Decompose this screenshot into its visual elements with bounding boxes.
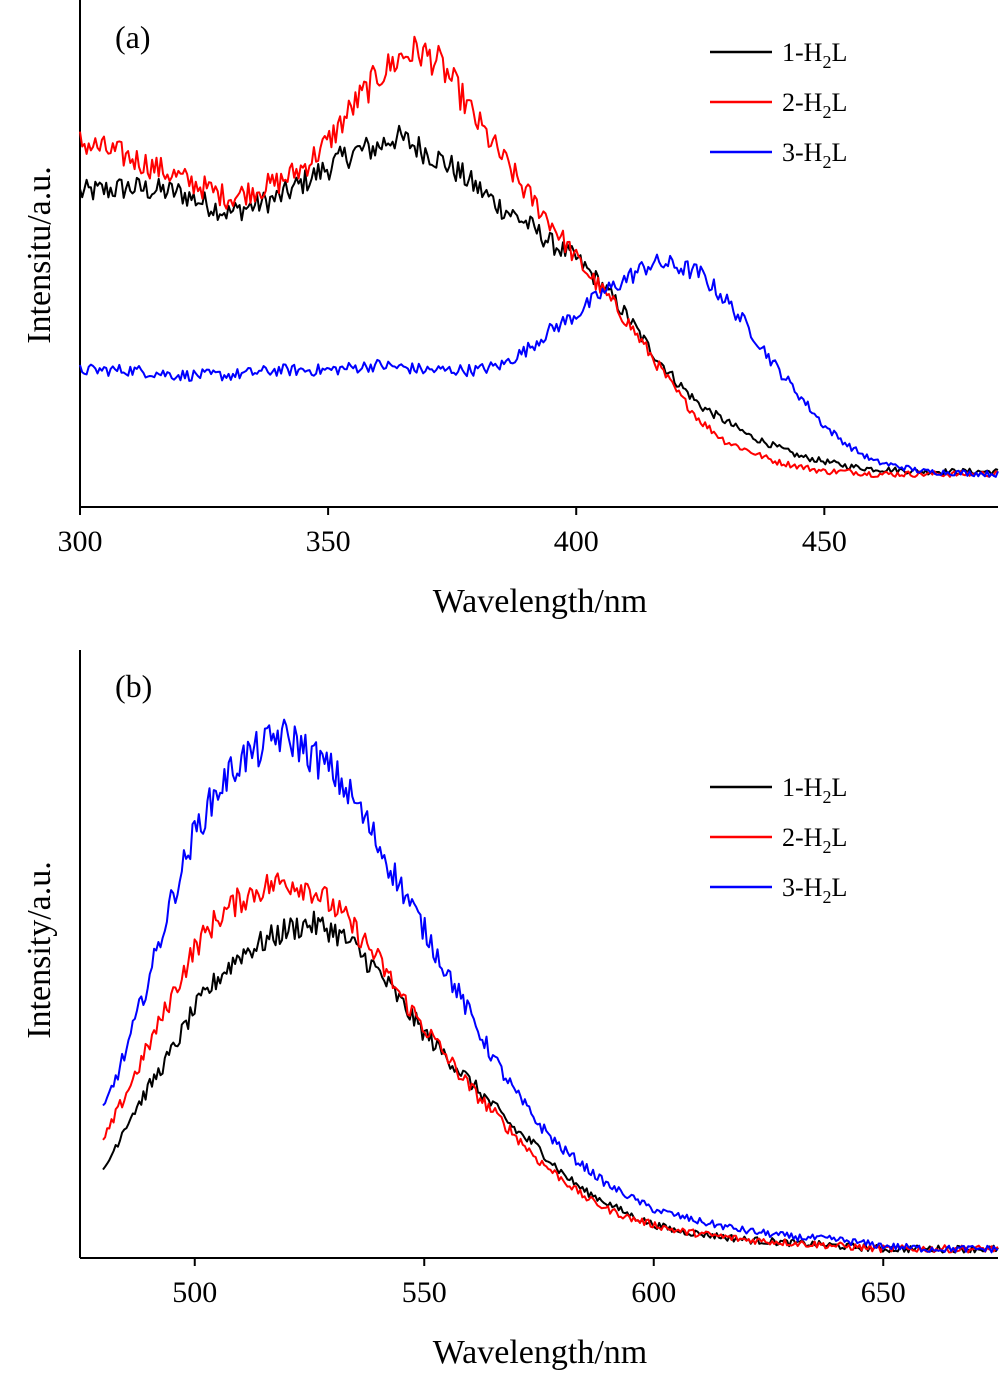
series-line-b-3	[102, 718, 999, 1254]
x-tick-label-a: 350	[306, 525, 351, 558]
legend-label-a-2: 2-H2L	[782, 88, 847, 122]
series-line-a-3	[79, 253, 999, 478]
x-axis-label-a: Wavelength/nm	[433, 583, 647, 620]
x-tick-label-a: 450	[802, 525, 847, 558]
x-tick-label-b: 500	[172, 1276, 217, 1309]
panel-a: (a) Wavelength/nm Intensitu/a.u. 300 350 4…	[21, 0, 999, 620]
legend-label-a-1: 1-H2L	[782, 38, 847, 72]
panel-label-a: (a)	[115, 19, 151, 55]
series-line-b-1	[102, 910, 999, 1254]
x-tick-label-b: 550	[402, 1276, 447, 1309]
series-line-b-2	[102, 872, 999, 1254]
legend-label-b-3: 3-H2L	[782, 873, 847, 907]
y-axis-label-b: Intensity/a.u.	[21, 861, 58, 1039]
panel-b: (b) Wavelength/nm Intensity/a.u. 500 550 6…	[21, 650, 999, 1371]
series-line-a-1	[79, 124, 999, 476]
series-line-a-2	[79, 35, 999, 478]
x-tick-label-b: 600	[631, 1276, 676, 1309]
legend-label-b-2: 2-H2L	[782, 823, 847, 857]
x-tick-label-a: 300	[58, 525, 103, 558]
panel-label-b: (b)	[115, 668, 152, 704]
plot-area-b: 500 550 600 650 1-H2L 2-H2L 3-H2L	[79, 650, 999, 1309]
x-tick-label-a: 400	[554, 525, 599, 558]
legend-label-b-1: 1-H2L	[782, 773, 847, 807]
x-tick-label-b: 650	[861, 1276, 906, 1309]
legend-label-a-3: 3-H2L	[782, 138, 847, 172]
y-axis-label-a: Intensitu/a.u.	[21, 166, 58, 344]
x-axis-label-b: Wavelength/nm	[433, 1334, 647, 1371]
plot-area-a: 300 350 400 450 1-H2L 2-H2L 3-H2L	[58, 0, 999, 558]
